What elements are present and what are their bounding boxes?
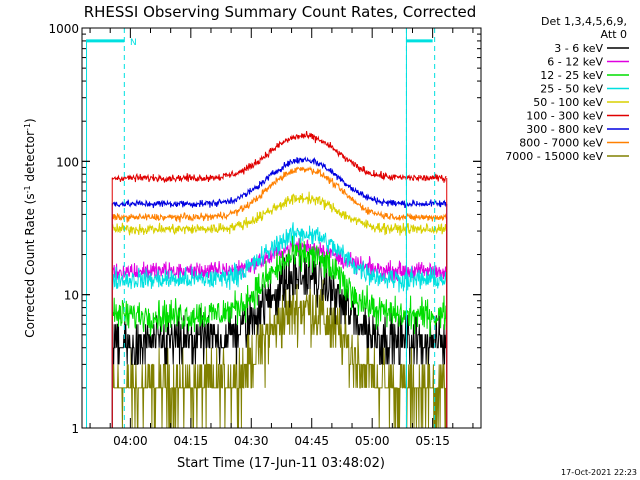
legend-label: 50 - 100 keV: [533, 96, 603, 109]
legend-label: 3 - 6 keV: [554, 42, 603, 55]
footer-date: 17-Oct-2021 22:23: [561, 468, 637, 477]
series-line: [111, 251, 447, 365]
series-line: [111, 165, 447, 223]
x-axis-label: Start Time (17-Jun-11 03:48:02): [177, 456, 385, 471]
x-tick-label: 05:15: [415, 434, 450, 448]
night-label: N: [130, 38, 137, 48]
series-line: [111, 235, 447, 337]
plot-frame: [81, 27, 482, 429]
axis-layer: 1 10 100 1000 04:00 04:15 04:30 04:45 05:00 05:15: [48, 22, 481, 448]
y-tick-label: 1000: [48, 22, 79, 36]
markers-layer: N: [86, 28, 436, 428]
series-line: [111, 131, 447, 183]
x-tick-label: 04:00: [113, 434, 148, 448]
series-layer: [111, 131, 448, 429]
legend-label: 6 - 12 keV: [547, 56, 603, 69]
x-tick-label: 05:00: [355, 434, 390, 448]
y-axis-label: Corrected Count Rate (s-1 detector-1): [23, 118, 38, 337]
legend-header: Det 1,3,4,5,6,9,: [541, 15, 627, 28]
legend-label: 25 - 50 keV: [540, 83, 603, 96]
legend-label: 12 - 25 keV: [540, 69, 603, 82]
series-line: [111, 222, 447, 293]
series-line: [111, 279, 447, 429]
y-tick-label: 1: [71, 422, 79, 436]
legend-header: Att 0: [601, 28, 627, 41]
legend-label: 300 - 800 keV: [526, 123, 603, 136]
series-line: [111, 156, 447, 209]
x-tick-label: 04:30: [234, 434, 269, 448]
series-line: [112, 191, 447, 236]
legend-label: 100 - 300 keV: [526, 110, 603, 123]
y-tick-label: 10: [64, 289, 79, 303]
y-tick-label: 100: [56, 155, 79, 169]
x-tick-label: 04:45: [294, 434, 329, 448]
x-tick-label: 04:15: [174, 434, 209, 448]
chart-title: RHESSI Observing Summary Count Rates, Co…: [84, 3, 477, 21]
legend-label: 7000 - 15000 keV: [505, 150, 603, 163]
legend-label: 800 - 7000 keV: [519, 137, 603, 150]
